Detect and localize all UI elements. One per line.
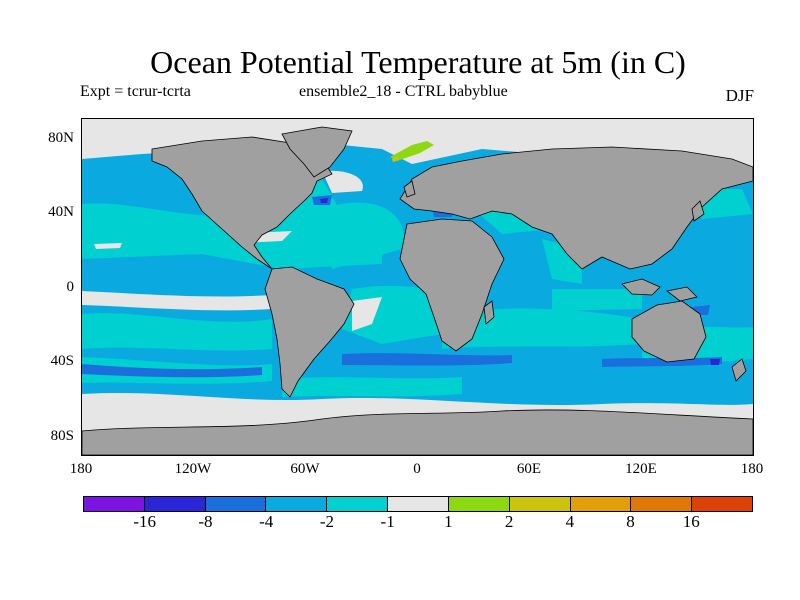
- australia: [631, 300, 707, 363]
- colorbar-swatch: [631, 497, 693, 511]
- land-masses: [82, 126, 753, 455]
- colorbar-swatch: [327, 497, 389, 511]
- colorbar-label: -2: [319, 512, 334, 531]
- japan: [691, 200, 705, 222]
- greenland: [281, 126, 353, 178]
- madagascar: [483, 300, 495, 325]
- colorbar-swatch: [509, 497, 571, 511]
- lat-label-0: 0: [66, 279, 75, 295]
- lon-label-120w: 120W: [174, 461, 212, 477]
- lon-label-60w: 60W: [290, 461, 320, 477]
- africa: [399, 218, 505, 352]
- map-canvas: [82, 119, 753, 455]
- experiment-label: Expt = tcrur-tcrta: [80, 83, 191, 100]
- lon-label-60e: 60E: [516, 461, 542, 477]
- colorbar-swatch: [84, 497, 145, 511]
- lon-label-120e: 120E: [625, 461, 657, 477]
- arctic-yellow-spot: [392, 156, 399, 162]
- world-map: [81, 118, 754, 456]
- colorbar-swatch: [692, 497, 752, 511]
- season-label: DJF: [725, 86, 754, 105]
- colorbar-label: 1: [444, 512, 453, 531]
- lat-label-40s: 40S: [50, 353, 74, 369]
- lon-label-0: 0: [413, 461, 421, 477]
- lat-label-80s: 80S: [50, 428, 74, 444]
- colorbar-label: 2: [504, 512, 514, 531]
- arctic-warm-patch: [390, 141, 434, 161]
- indonesia: [621, 278, 661, 296]
- new-zealand: [731, 358, 747, 382]
- antarctica: [82, 409, 753, 455]
- colorbar-label: 8: [626, 512, 635, 531]
- colorbar-label: 4: [565, 512, 575, 531]
- colorbar-label: -4: [259, 512, 274, 531]
- colorbar-label: -8: [198, 512, 213, 531]
- colorbar-swatch: [388, 497, 449, 511]
- dark-blue-patches: [320, 198, 720, 365]
- colorbar-swatch: [570, 497, 632, 511]
- colorbar-swatch: [205, 497, 267, 511]
- colorbar: [83, 496, 753, 512]
- map-title: Ocean Potential Temperature at 5m (in C): [150, 44, 686, 80]
- colorbar-label: -1: [380, 512, 395, 531]
- ensemble-label: ensemble2_18 - CTRL babyblue: [299, 83, 508, 100]
- colorbar-swatch: [448, 497, 510, 511]
- lat-label-40n: 40N: [48, 204, 74, 220]
- eurasia: [399, 146, 753, 270]
- colorbar-label: -16: [133, 512, 157, 531]
- colorbar-swatch: [144, 497, 206, 511]
- lon-label-180w: 180: [69, 461, 93, 477]
- great-britain: [403, 180, 416, 198]
- colorbar-label: 16: [682, 512, 700, 531]
- south-america: [264, 266, 355, 398]
- lat-label-80n: 80N: [48, 130, 74, 146]
- colorbar-swatch: [266, 497, 328, 511]
- lon-label-180e: 180: [740, 461, 764, 477]
